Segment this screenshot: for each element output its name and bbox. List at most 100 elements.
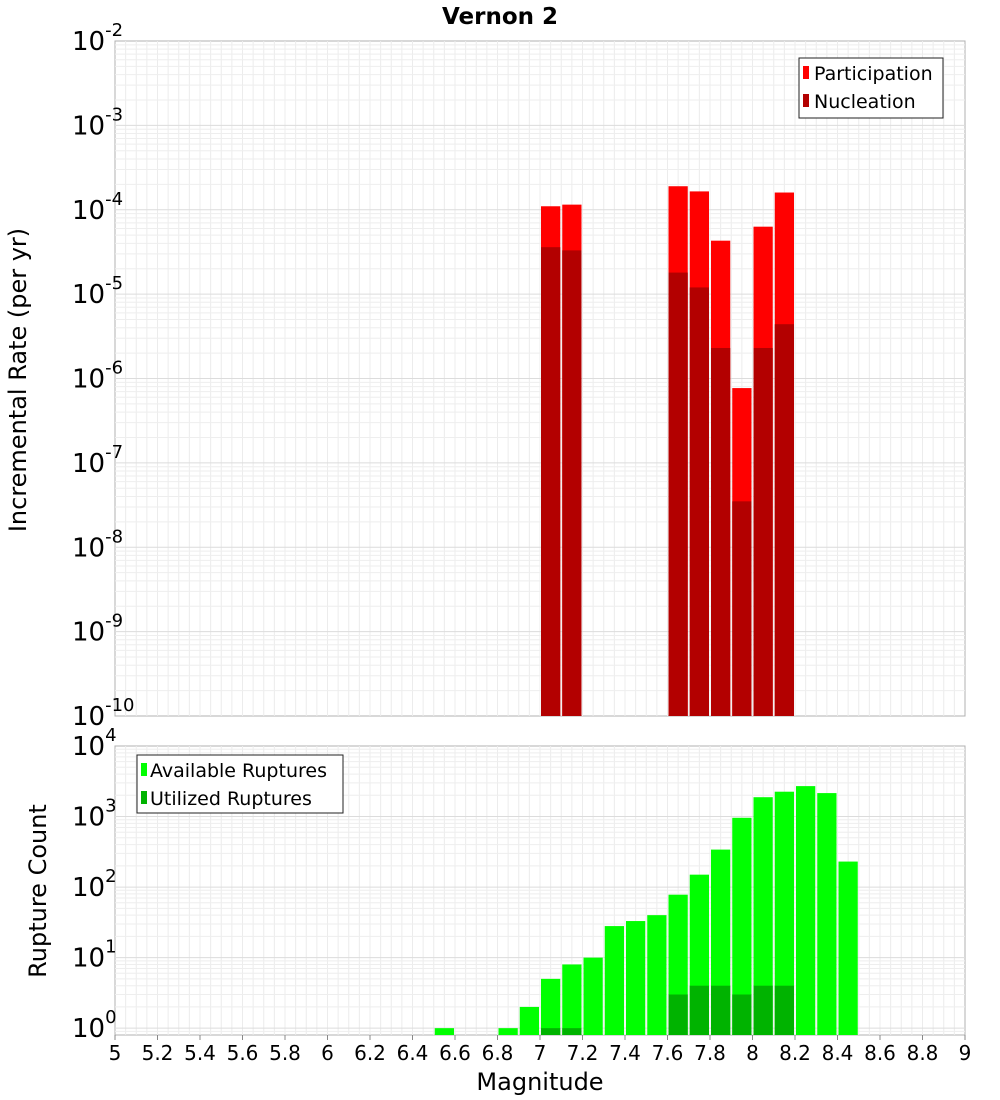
- bottom-bar-available-ruptures: [434, 1028, 454, 1035]
- top-bar-nucleation: [562, 250, 582, 717]
- bottom-bar-available-ruptures: [604, 926, 624, 1035]
- chart-title: Vernon 2: [442, 4, 558, 30]
- x-tick-label: 5.6: [227, 1041, 259, 1065]
- top-bar-nucleation: [689, 287, 709, 716]
- top-y-tick-exp: -7: [105, 442, 123, 463]
- bottom-bar-available-ruptures: [753, 797, 773, 1035]
- bottom-bar-utilized-ruptures: [711, 985, 731, 1035]
- top-y-tick-base: 10: [72, 280, 105, 310]
- bottom-y-tick-base: 10: [72, 803, 105, 833]
- top-y-tick-exp: -3: [105, 104, 123, 125]
- bottom-y-tick-label: 102: [72, 866, 117, 903]
- top-y-tick-base: 10: [72, 196, 105, 226]
- bottom-bar-available-ruptures: [626, 921, 646, 1035]
- bottom-bar-utilized-ruptures: [562, 1028, 582, 1035]
- bottom-bar-utilized-ruptures: [774, 985, 794, 1035]
- top-y-tick-base: 10: [72, 618, 105, 648]
- top-y-tick-label: 10-6: [72, 358, 123, 395]
- legend-swatch-utilized: [141, 791, 147, 804]
- top-y-tick-exp: -4: [105, 189, 123, 210]
- top-y-tick-label: 10-7: [72, 442, 123, 479]
- x-tick-label: 8.8: [907, 1041, 939, 1065]
- x-tick-label: 5.4: [184, 1041, 216, 1065]
- bottom-bar-utilized-ruptures: [753, 985, 773, 1035]
- top-y-tick-base: 10: [72, 365, 105, 395]
- x-tick-label: 6.2: [354, 1041, 386, 1065]
- top-y-tick-label: 10-8: [72, 526, 123, 563]
- bottom-y-tick-base: 10: [72, 732, 105, 762]
- bottom-bar-available-ruptures: [817, 793, 837, 1035]
- bottom-y-tick-exp: 0: [105, 1007, 116, 1028]
- bottom-y-tick-exp: 2: [105, 866, 116, 887]
- x-tick-label: 6.4: [397, 1041, 429, 1065]
- top-legend: Participation Nucleation: [798, 57, 944, 119]
- x-axis-label: Magnitude: [476, 1068, 603, 1096]
- x-tick-label: 7.2: [567, 1041, 599, 1065]
- bottom-bar-available-ruptures: [519, 1006, 539, 1035]
- top-y-tick-exp: -2: [105, 20, 123, 41]
- x-tick-label: 7: [534, 1041, 547, 1065]
- top-y-tick-base: 10: [72, 27, 105, 57]
- legend-label-utilized: Utilized Ruptures: [150, 788, 312, 810]
- legend-swatch-available: [141, 763, 147, 776]
- bottom-bar-available-ruptures: [498, 1028, 518, 1035]
- x-tick-label: 5: [109, 1041, 122, 1065]
- bottom-y-tick-label: 104: [72, 725, 117, 762]
- top-bar-nucleation: [668, 272, 688, 716]
- top-y-tick-base: 10: [72, 111, 105, 141]
- top-panel: 10-210-310-410-510-610-710-810-910-10 In…: [4, 20, 966, 732]
- bottom-y-tick-base: 10: [72, 944, 105, 974]
- bottom-y-tick-exp: 3: [105, 796, 116, 817]
- x-tick-label: 6: [321, 1041, 334, 1065]
- bottom-bar-available-ruptures: [774, 791, 794, 1035]
- legend-swatch-nucleation: [803, 94, 809, 107]
- x-tick-label: 8.4: [822, 1041, 854, 1065]
- bottom-y-tick-label: 100: [72, 1007, 117, 1044]
- bottom-bar-available-ruptures: [562, 964, 582, 1035]
- bottom-legend: Available Ruptures Utilized Ruptures: [136, 754, 344, 814]
- bottom-bar-utilized-ruptures: [732, 994, 752, 1035]
- top-bar-nucleation: [541, 247, 561, 716]
- legend-label-participation: Participation: [814, 63, 933, 85]
- bottom-bar-available-ruptures: [732, 817, 752, 1035]
- top-y-tick-label: 10-4: [72, 189, 123, 226]
- top-y-tick-label: 10-10: [72, 695, 135, 732]
- top-y-tick-label: 10-9: [72, 611, 123, 648]
- top-bar-nucleation: [732, 501, 752, 716]
- top-y-axis-label: Incremental Rate (per yr): [4, 228, 32, 532]
- bottom-y-tick-exp: 1: [105, 937, 116, 958]
- top-y-tick-exp: -8: [105, 526, 123, 547]
- x-tick-label: 8.2: [779, 1041, 811, 1065]
- bottom-bar-available-ruptures: [796, 786, 816, 1035]
- top-y-tick-label: 10-5: [72, 273, 123, 310]
- top-y-ticks: 10-210-310-410-510-610-710-810-910-10: [72, 20, 135, 732]
- legend-label-available: Available Ruptures: [150, 760, 327, 782]
- top-bar-nucleation: [774, 324, 794, 716]
- bottom-bars: [434, 786, 858, 1035]
- top-grid: [115, 41, 965, 716]
- top-y-tick-exp: -10: [105, 695, 134, 716]
- top-y-tick-base: 10: [72, 449, 105, 479]
- bottom-bar-available-ruptures: [647, 915, 667, 1035]
- bottom-y-axis-label: Rupture Count: [24, 804, 52, 978]
- x-tick-label: 6.6: [439, 1041, 471, 1065]
- top-y-tick-exp: -9: [105, 611, 123, 632]
- bottom-bar-available-ruptures: [838, 861, 858, 1035]
- bottom-bar-utilized-ruptures: [668, 994, 688, 1035]
- bottom-y-tick-label: 103: [72, 796, 117, 833]
- top-bar-nucleation: [711, 347, 731, 716]
- top-y-tick-label: 10-3: [72, 104, 123, 141]
- top-bars: [541, 186, 794, 717]
- top-y-tick-base: 10: [72, 702, 105, 732]
- legend-swatch-participation: [803, 66, 809, 79]
- bottom-y-tick-base: 10: [72, 1014, 105, 1044]
- x-tick-label: 7.4: [609, 1041, 641, 1065]
- bottom-legend-box: [136, 754, 344, 814]
- top-bar-nucleation: [753, 347, 773, 716]
- bottom-y-tick-base: 10: [72, 873, 105, 903]
- top-y-tick-base: 10: [72, 533, 105, 563]
- x-tick-label: 8.6: [864, 1041, 896, 1065]
